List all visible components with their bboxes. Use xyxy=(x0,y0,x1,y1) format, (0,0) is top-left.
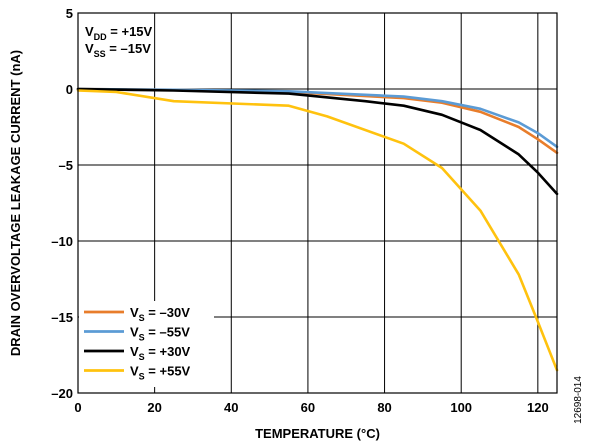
x-tick-label: 60 xyxy=(301,400,315,415)
x-tick-label: 120 xyxy=(527,400,549,415)
legend-box xyxy=(79,301,214,387)
x-tick-label: 0 xyxy=(74,400,81,415)
legend-label-3: VS = +30V xyxy=(130,344,191,362)
legend-label-2: VS = –55V xyxy=(130,325,190,343)
y-tick-label: –15 xyxy=(51,310,73,325)
plot-frame xyxy=(77,12,558,394)
y-axis-title: DRAIN OVERVOLTAGE LEAKAGE CURRENT (nA) xyxy=(8,50,23,356)
legend-label-1: VS = –30V xyxy=(130,305,190,323)
x-tick-label: 20 xyxy=(147,400,161,415)
condition-line-1: VDD = +15V xyxy=(85,24,153,42)
y-tick-label: 0 xyxy=(66,82,73,97)
x-axis-title: TEMPERATURE (°C) xyxy=(255,426,380,441)
tick-labels: 0 20 40 60 80 100 120 5 0 –5 –10 –15 –20 xyxy=(51,6,548,415)
figure-id: 12698-014 xyxy=(573,376,584,424)
series-line-4 xyxy=(76,89,559,372)
series-line-3 xyxy=(76,87,559,196)
y-tick-label: –20 xyxy=(51,386,73,401)
x-tick-label: 80 xyxy=(377,400,391,415)
y-tick-label: –10 xyxy=(51,234,73,249)
x-tick-label: 40 xyxy=(224,400,238,415)
condition-line-2: VSS = –15V xyxy=(85,41,151,59)
y-tick-label: –5 xyxy=(59,158,73,173)
series-layer xyxy=(76,87,559,372)
y-tick-label: 5 xyxy=(66,6,73,21)
x-tick-label: 100 xyxy=(450,400,472,415)
legend-label-4: VS = +55V xyxy=(130,364,191,382)
